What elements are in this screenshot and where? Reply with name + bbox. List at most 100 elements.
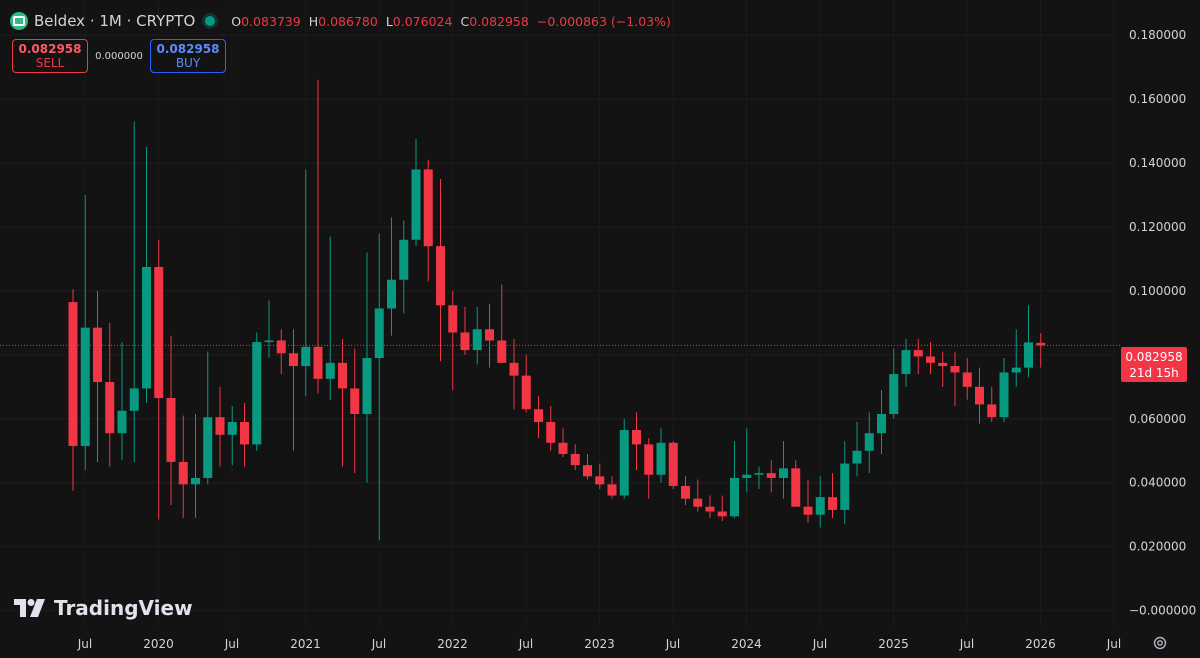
candle-body[interactable] xyxy=(313,346,323,379)
candle-body[interactable] xyxy=(509,362,519,376)
market-status-icon[interactable] xyxy=(205,16,216,26)
candle-body[interactable] xyxy=(154,266,164,399)
candle-body[interactable] xyxy=(227,421,237,435)
candle-body[interactable] xyxy=(558,442,568,454)
candle-body[interactable] xyxy=(264,340,274,343)
candle-body[interactable] xyxy=(178,461,188,485)
y-tick-label: 0.040000 xyxy=(1129,476,1186,490)
candle-body[interactable] xyxy=(534,409,543,422)
spread-value: 0.000000 xyxy=(95,50,143,62)
y-tick-label: 0.020000 xyxy=(1129,540,1186,554)
candle-body[interactable] xyxy=(999,372,1009,418)
candle-body[interactable] xyxy=(693,498,703,507)
candle-body[interactable] xyxy=(803,506,813,515)
candle-body[interactable] xyxy=(889,374,899,415)
candle-body[interactable] xyxy=(325,362,335,379)
candle-body[interactable] xyxy=(497,340,507,363)
candle-body[interactable] xyxy=(1036,342,1046,346)
candle-body[interactable] xyxy=(975,386,984,405)
gear-icon[interactable] xyxy=(1152,635,1168,651)
candle-body[interactable] xyxy=(668,442,678,486)
candle-body[interactable] xyxy=(93,327,102,383)
ohlc-values: O0.083739 H0.086780 L0.076024 C0.082958 … xyxy=(231,14,673,29)
candle-body[interactable] xyxy=(521,375,531,410)
candle-body[interactable] xyxy=(840,463,850,510)
candle-body[interactable] xyxy=(80,327,90,446)
candle-body[interactable] xyxy=(240,421,249,445)
candle-body[interactable] xyxy=(1024,342,1033,368)
candle-body[interactable] xyxy=(828,497,837,510)
candle-body[interactable] xyxy=(129,388,139,411)
candle-body[interactable] xyxy=(950,366,960,373)
candle-body[interactable] xyxy=(399,239,409,280)
candle-body[interactable] xyxy=(791,468,801,507)
candle-body[interactable] xyxy=(276,340,286,354)
candle-body[interactable] xyxy=(926,356,935,363)
candle-body[interactable] xyxy=(632,429,641,445)
candle-body[interactable] xyxy=(485,329,494,341)
beldex-logo-icon xyxy=(10,12,28,30)
candle-body[interactable] xyxy=(117,410,127,434)
candle-body[interactable] xyxy=(754,473,764,475)
candle-body[interactable] xyxy=(766,473,776,478)
candle-body[interactable] xyxy=(815,497,825,515)
candle-body[interactable] xyxy=(595,476,605,485)
candle-body[interactable] xyxy=(374,308,384,359)
buy-button[interactable]: 0.082958 BUY xyxy=(150,39,226,73)
candle-body[interactable] xyxy=(436,246,445,306)
candle-body[interactable] xyxy=(730,477,739,517)
candle-body[interactable] xyxy=(546,421,556,443)
candle-body[interactable] xyxy=(301,346,311,367)
candle-body[interactable] xyxy=(583,465,592,477)
symbol-legend: Beldex · 1M · CRYPTO O0.083739 H0.086780… xyxy=(10,10,673,32)
buy-price: 0.082958 xyxy=(156,42,220,56)
candle-body[interactable] xyxy=(717,511,727,517)
candle-body[interactable] xyxy=(362,358,372,415)
price-axis[interactable]: 0.180000 0.160000 0.140000 0.120000 0.100000… xyxy=(1129,28,1196,617)
candle-body[interactable] xyxy=(681,485,690,499)
candle-body[interactable] xyxy=(387,279,396,309)
candle-body[interactable] xyxy=(877,414,886,434)
candle-body[interactable] xyxy=(742,474,752,478)
candle-body[interactable] xyxy=(166,398,176,462)
y-tick-label: 0.100000 xyxy=(1129,284,1186,298)
candle-body[interactable] xyxy=(289,353,298,367)
candle-body[interactable] xyxy=(350,388,360,415)
candle-body[interactable] xyxy=(619,429,629,496)
candle-body[interactable] xyxy=(901,350,911,375)
time-axis[interactable]: Jul 2020 Jul 2021 Jul 2022 Jul 2023 Jul 2024 Jul 20… xyxy=(77,637,1121,651)
candle-body[interactable] xyxy=(472,329,482,351)
candle-body[interactable] xyxy=(656,442,666,475)
candle-body[interactable] xyxy=(105,382,115,434)
candle-body[interactable] xyxy=(938,362,948,367)
candle-body[interactable] xyxy=(705,506,715,512)
candle-body[interactable] xyxy=(913,350,923,357)
candle-body[interactable] xyxy=(644,444,654,475)
candle-body[interactable] xyxy=(852,450,862,464)
candle-body[interactable] xyxy=(460,332,470,351)
candle-body[interactable] xyxy=(215,417,225,435)
candle-body[interactable] xyxy=(423,169,433,247)
candle-body[interactable] xyxy=(191,477,200,485)
candle-body[interactable] xyxy=(203,417,213,478)
candle-body[interactable] xyxy=(962,372,972,387)
x-tick-label: Jul xyxy=(665,637,680,651)
x-tick-label: 2023 xyxy=(584,637,615,651)
candle-body[interactable] xyxy=(779,468,788,478)
candle-body[interactable] xyxy=(570,453,580,466)
candle-body[interactable] xyxy=(448,305,458,333)
candle-body[interactable] xyxy=(987,404,997,418)
x-tick-label: 2024 xyxy=(731,637,762,651)
candle-body[interactable] xyxy=(68,302,78,446)
candle-body[interactable] xyxy=(864,433,874,451)
candle-body[interactable] xyxy=(338,362,347,389)
candle-body[interactable] xyxy=(607,484,617,496)
candle-body[interactable] xyxy=(142,266,151,389)
candle-body[interactable] xyxy=(252,342,262,445)
sell-button[interactable]: 0.082958 SELL xyxy=(12,39,88,73)
candle-body[interactable] xyxy=(411,169,421,240)
symbol-title[interactable]: Beldex · 1M · CRYPTO xyxy=(34,12,196,30)
candle-body[interactable] xyxy=(1011,367,1021,373)
tradingview-logo[interactable]: TradingView xyxy=(14,596,193,620)
